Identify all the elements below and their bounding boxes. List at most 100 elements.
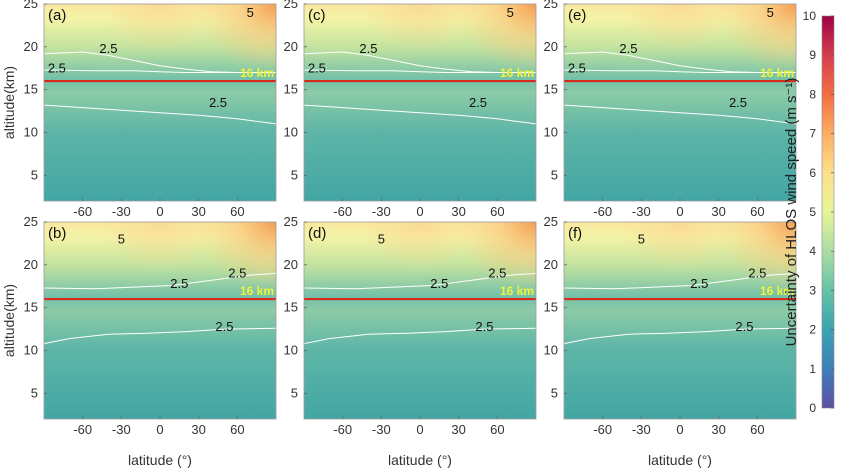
x-tick-label: 30 [711,204,725,219]
contour-label: 2.5 [48,61,66,76]
panel-label: (e) [568,7,586,24]
contour-label: 2.5 [215,319,233,334]
colorbar-tick-label: 7 [809,127,816,141]
contour-line [303,327,537,345]
contour-label: 5 [247,5,254,20]
x-tick-label: -30 [112,422,131,437]
x-tick-label: -30 [372,422,391,437]
reference-line-label: 16 km [760,66,794,80]
contour-label: 5 [118,231,125,246]
contour-label: 2.5 [475,319,493,334]
contour-line [563,69,796,73]
x-tick-label: 30 [451,422,465,437]
contour-line [43,69,276,73]
contour-label: 2.5 [228,266,246,281]
y-tick-label: 5 [291,167,298,182]
y-tick-label: 25 [544,0,558,11]
y-tick-label: 15 [544,82,558,97]
x-tick-label: -60 [333,422,352,437]
x-tick-label: 60 [230,422,244,437]
y-tick-label: 15 [24,82,38,97]
panel-e: 16 km 5 2.5 2.5 2.5 (e) 5 10 15 20 25 -60 -30 0 30 60 [544,0,797,219]
y-tick-label: 20 [284,257,298,272]
y-tick-label: 25 [284,0,298,11]
contour-line [303,104,537,125]
x-tick-label: 60 [490,422,504,437]
panel-heat-corner [44,222,276,419]
colorbar-tick-label: 0 [809,401,816,415]
colorbar: 0 1 2 3 4 5 6 7 8 9 10 Uncertainty of HLOS wind spe… [783,9,835,415]
contour-line [43,327,277,345]
colorbar-label: Uncertainty of HLOS wind speed (m s⁻¹) [783,78,800,347]
y-tick-label: 15 [284,300,298,315]
contour-label: 2.5 [568,61,586,76]
y-tick-label: 10 [544,342,558,357]
x-tick-label: 60 [490,204,504,219]
contour-label: 5 [507,5,514,20]
x-tick-label: -60 [593,204,612,219]
contour-label: 2.5 [469,95,487,110]
x-tick-label: 0 [676,204,683,219]
panel-heat-corner [44,4,276,201]
x-tick-label: -30 [632,204,651,219]
panel-heat-corner [304,4,536,201]
colorbar-tick-label: 4 [809,244,816,258]
panel-label: (f) [568,225,582,242]
x-tick-label: 60 [750,204,764,219]
x-tick-label: -60 [333,204,352,219]
y-tick-label: 25 [284,214,298,229]
panel-label: (c) [308,7,326,24]
panel-heat-corner [564,4,796,201]
y-tick-label: 10 [544,124,558,139]
y-tick-label: 25 [24,0,38,11]
x-tick-label: 30 [191,204,205,219]
panel-a: 16 km 5 2.5 2.5 2.5 (a) 5 10 15 20 25 -60 -30 0 30 60 [24,0,277,219]
colorbar-tick-label: 9 [809,48,816,62]
y-tick-label: 20 [24,39,38,54]
contour-line [563,104,797,125]
contour-label: 2.5 [729,95,747,110]
contour-label: 5 [767,5,774,20]
contour-label: 2.5 [359,41,377,56]
panel-label: (a) [48,7,66,24]
panel-label: (b) [48,225,66,242]
x-tick-label: 0 [676,422,683,437]
x-axis-label: latitude (°) [648,452,712,468]
y-tick-label: 20 [24,257,38,272]
contour-label: 2.5 [690,276,708,291]
panel-d: 16 km 5 2.5 2.5 2.5 (d) 5 10 15 20 25 -60 -30 0 30 60 [284,214,537,437]
y-tick-label: 10 [24,342,38,357]
contour-line [563,327,797,345]
x-tick-label: 0 [416,204,423,219]
x-tick-label: 60 [750,422,764,437]
colorbar-tick-label: 5 [809,205,816,219]
reference-line-label: 16 km [500,284,534,298]
contour-label: 2.5 [735,319,753,334]
x-tick-label: 30 [451,204,465,219]
reference-line-label: 16 km [240,66,274,80]
panel-heat-corner [564,222,796,419]
reference-line-label: 16 km [240,284,274,298]
y-tick-label: 5 [31,385,38,400]
panel-b: 16 km 5 2.5 2.5 2.5 (b) 5 10 15 20 25 -60 -30 0 30 60 [24,214,277,437]
y-axis-labels: altitude(km) altitude(km) [1,66,17,357]
y-tick-label: 20 [544,39,558,54]
y-tick-label: 5 [291,385,298,400]
y-tick-label: 5 [551,167,558,182]
contour-label: 2.5 [748,266,766,281]
y-tick-label: 20 [544,257,558,272]
reference-line-label: 16 km [500,66,534,80]
contour-label: 5 [378,231,385,246]
y-tick-label: 5 [551,385,558,400]
x-axis-label: latitude (°) [388,452,452,468]
contour-line [43,272,277,290]
colorbar-tick-label: 1 [809,362,816,376]
contour-line [303,69,536,73]
y-tick-label: 25 [544,214,558,229]
y-tick-label: 10 [284,342,298,357]
contour-line [563,272,797,290]
y-tick-label: 20 [284,39,298,54]
contour-line [303,272,537,290]
y-tick-label: 10 [284,124,298,139]
